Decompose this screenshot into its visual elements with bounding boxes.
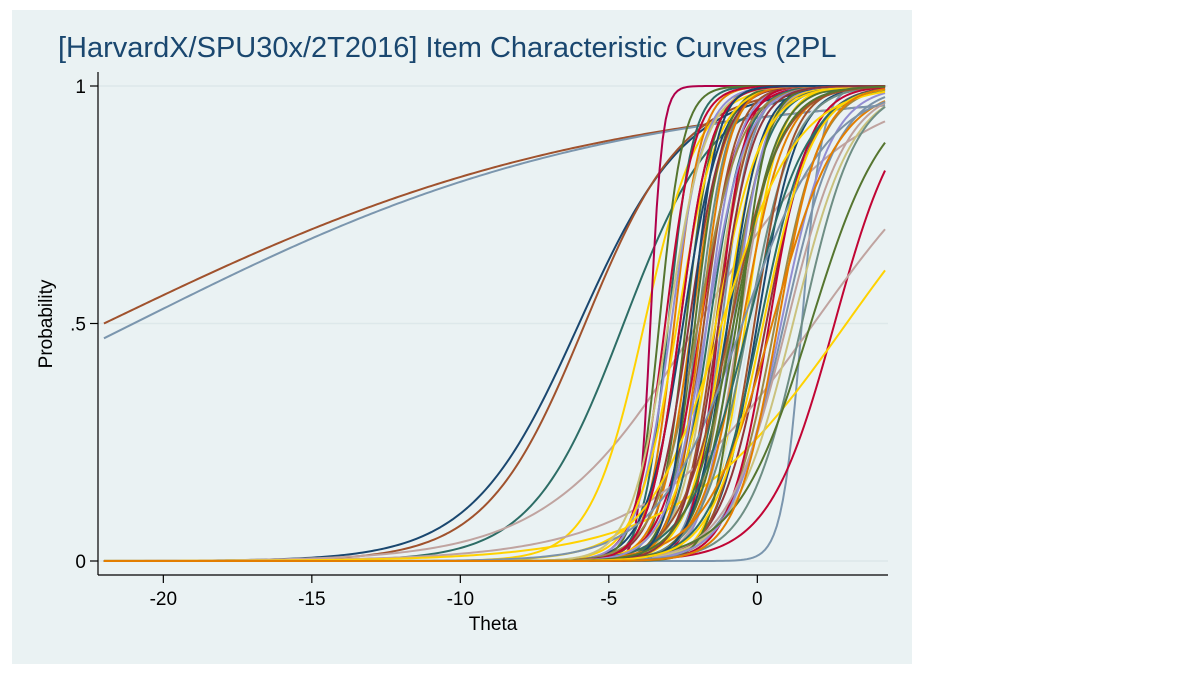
y-tick-label: 0 xyxy=(75,552,86,573)
x-tick-label: -15 xyxy=(298,589,325,610)
item-curve-72 xyxy=(103,88,886,562)
x-tick-label: -5 xyxy=(600,589,617,610)
chart-svg: [HarvardX/SPU30x/2T2016] Item Characteri… xyxy=(36,32,888,635)
y-tick-label: .5 xyxy=(70,315,86,336)
item-curve-42 xyxy=(103,88,886,562)
item-curve-43 xyxy=(103,88,886,562)
x-tick-label: 0 xyxy=(752,589,763,610)
item-curve-73 xyxy=(103,88,886,562)
y-tick-label: 1 xyxy=(75,77,86,98)
chart-panel: [HarvardX/SPU30x/2T2016] Item Characteri… xyxy=(12,10,912,664)
x-axis-label: Theta xyxy=(469,614,518,635)
tick-labels: 0 .5 1 -20 -15 -10 -5 0 xyxy=(70,77,762,610)
y-axis-label: Probability xyxy=(36,279,57,368)
x-tick-label: -10 xyxy=(447,589,474,610)
x-tick-label: -20 xyxy=(150,589,177,610)
chart-title: [HarvardX/SPU30x/2T2016] Item Characteri… xyxy=(58,32,836,64)
axes xyxy=(90,72,888,583)
item-curve-3 xyxy=(103,86,886,562)
item-curve-5 xyxy=(103,86,886,562)
item-curve-63 xyxy=(103,142,886,562)
item-curve-25 xyxy=(103,87,886,562)
plot-curves xyxy=(103,85,886,562)
